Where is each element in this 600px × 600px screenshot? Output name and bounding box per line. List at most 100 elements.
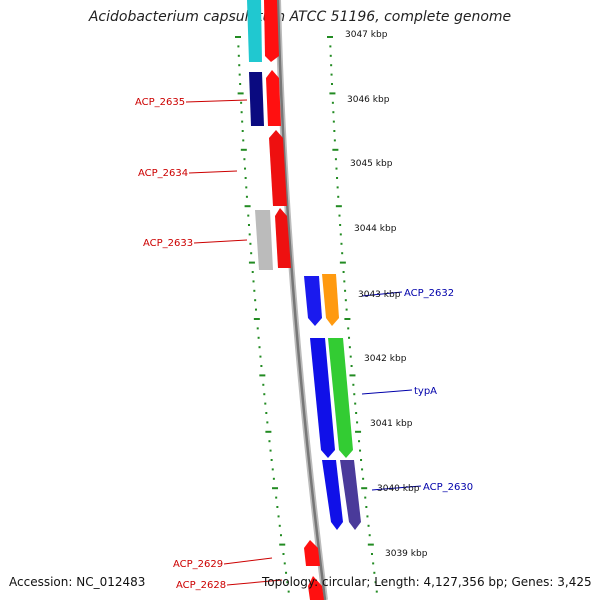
minor-tick [265, 412, 268, 414]
minor-tick [286, 581, 289, 584]
major-tick [244, 205, 251, 208]
minor-tick [329, 54, 332, 57]
gene-label-acp-2632[interactable]: ACP_2632 [404, 288, 454, 299]
reverse-strand-track [247, 0, 324, 600]
gene-label-acp-2634[interactable]: ACP_2634 [138, 168, 188, 179]
minor-tick [366, 515, 369, 518]
minor-tick [287, 590, 290, 593]
minor-tick [238, 73, 241, 76]
major-tick [332, 148, 339, 151]
minor-tick [349, 355, 352, 358]
major-tick [344, 318, 351, 320]
major-tick [237, 92, 244, 95]
minor-tick [341, 252, 344, 255]
minor-tick [277, 515, 280, 518]
minor-tick [264, 402, 267, 405]
minor-tick [356, 421, 359, 424]
scale-labels: 3047 kbp 3046 kbp 3045 kbp 3044 kbp 3043… [345, 30, 428, 559]
minor-tick [240, 101, 243, 104]
minor-tick [368, 534, 371, 537]
minor-tick [248, 233, 251, 236]
gene-navy[interactable] [249, 72, 264, 126]
minor-tick [283, 562, 286, 565]
minor-tick [329, 45, 332, 48]
minor-tick [239, 83, 242, 85]
minor-tick [253, 289, 256, 292]
minor-tick [256, 327, 259, 330]
major-tick [335, 205, 342, 208]
minor-tick [257, 336, 260, 339]
minor-tick [348, 336, 351, 339]
gene-label-acp-2635[interactable]: ACP_2635 [135, 97, 185, 108]
minor-tick [240, 111, 243, 114]
gene-red-2633[interactable] [275, 208, 291, 268]
minor-tick [335, 167, 338, 170]
genome-summary-text: Topology: circular; Length: 4,127,356 bp… [262, 575, 592, 589]
minor-tick [249, 242, 252, 245]
gene-blue-typa[interactable] [310, 338, 335, 458]
minor-tick [258, 346, 261, 349]
minor-tick [355, 412, 358, 414]
gene-gray[interactable] [255, 210, 273, 270]
minor-tick [237, 45, 240, 48]
minor-tick [268, 440, 271, 443]
minor-tick [245, 186, 248, 189]
major-tick [248, 261, 255, 264]
minor-tick [254, 308, 257, 311]
genome-backbone-core [276, 0, 327, 600]
minor-tick [244, 167, 247, 170]
scale-label: 3039 kbp [385, 549, 428, 559]
minor-tick [347, 327, 350, 330]
minor-tick [279, 534, 282, 537]
minor-tick [272, 477, 275, 480]
gene-label-acp-2633[interactable]: ACP_2633 [143, 238, 193, 249]
gene-green[interactable] [328, 338, 353, 458]
minor-tick [275, 496, 278, 499]
gene-label-acp-2630[interactable]: ACP_2630 [423, 482, 473, 493]
minor-tick [244, 177, 247, 179]
gene-purple[interactable] [340, 460, 361, 530]
gene-label-acp-2628[interactable]: ACP_2628 [176, 580, 226, 591]
minor-tick [237, 54, 240, 57]
minor-tick [271, 468, 274, 471]
gene-blue-2630[interactable] [322, 460, 343, 530]
scale-label: 3040 kbp [377, 484, 420, 494]
minor-tick [263, 393, 266, 396]
minor-tick [251, 271, 254, 273]
gene-label-typa[interactable]: typA [414, 386, 437, 397]
minor-tick [241, 120, 244, 123]
gene-red-2628[interactable] [308, 576, 324, 600]
gene-red-2635[interactable] [266, 70, 281, 126]
minor-tick [374, 581, 377, 584]
minor-tick [282, 553, 285, 555]
gene-red-2634[interactable] [269, 130, 287, 206]
gene-label-acp-2629[interactable]: ACP_2629 [173, 559, 223, 570]
gene-orange[interactable] [322, 274, 339, 326]
minor-tick [359, 449, 362, 452]
gene-red-top[interactable] [264, 0, 279, 62]
major-tick [279, 543, 286, 546]
minor-tick [365, 506, 368, 508]
minor-tick [245, 195, 248, 198]
scale-label: 3042 kbp [364, 354, 407, 364]
major-tick [355, 430, 362, 433]
gene-blue-2632[interactable] [304, 276, 322, 326]
gene-cyan[interactable] [247, 0, 262, 62]
minor-tick [339, 224, 342, 226]
forward-strand-track [304, 274, 361, 530]
gene-red-2629[interactable] [304, 540, 320, 566]
minor-tick [358, 440, 361, 443]
minor-tick [336, 177, 339, 179]
minor-tick [330, 73, 333, 76]
minor-tick [367, 524, 370, 527]
minor-tick [259, 355, 262, 358]
minor-tick [247, 224, 250, 226]
major-tick [240, 148, 247, 151]
minor-tick [269, 449, 272, 452]
minor-tick [333, 130, 336, 132]
major-tick [272, 487, 279, 490]
minor-tick [332, 120, 335, 123]
major-tick [235, 36, 241, 38]
minor-tick [243, 158, 246, 161]
minor-tick [342, 271, 345, 273]
